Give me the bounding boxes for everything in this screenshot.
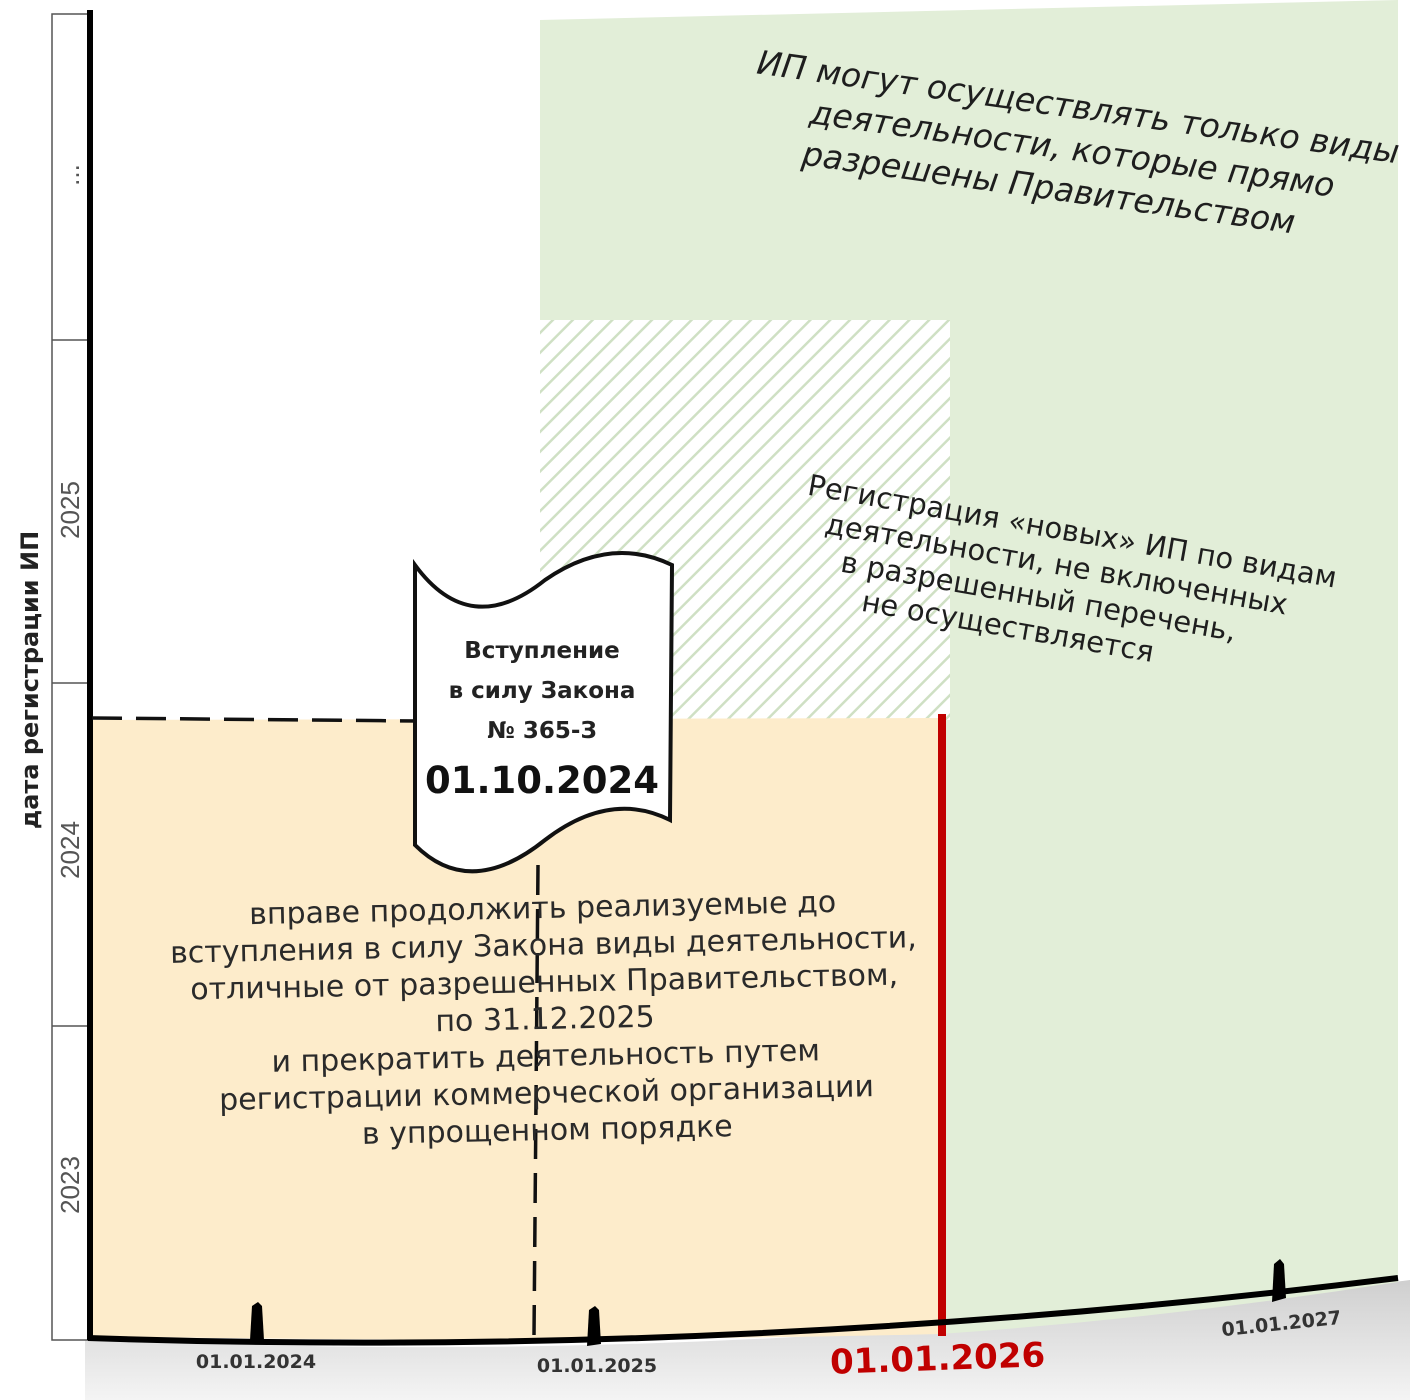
y-tick-2023: 2023 [55, 1156, 85, 1214]
law-scroll: Вступление в силу Закона № 365-З 01.10.2… [413, 551, 675, 874]
yellow-line-7: в упрощенном порядке [362, 1109, 733, 1152]
yellow-zone [90, 718, 940, 1340]
scroll-shape [413, 551, 675, 874]
bottom-shadow [85, 1280, 1410, 1400]
y-tick-2024: 2024 [55, 821, 85, 879]
x-label-2024: 01.01.2024 [196, 1351, 316, 1373]
dashed-vertical [532, 864, 540, 1337]
x-tick-2025 [587, 1306, 601, 1346]
scroll-line-1: Вступление [464, 638, 619, 664]
scroll-date: 01.10.2024 [425, 759, 659, 802]
x-tick-2024 [250, 1302, 264, 1340]
dashed-horizontal [91, 716, 421, 723]
x-axis-line [87, 1275, 1399, 1346]
yellow-line-4: по 31.12.2025 [435, 1000, 655, 1040]
x-tick-2027 [1272, 1259, 1286, 1302]
scroll-line-3: № 365-З [487, 718, 597, 744]
x-label-2025: 01.01.2025 [537, 1355, 657, 1377]
scroll-line-2: в силу Закона [449, 678, 636, 704]
y-axis-title: дата регистрации ИП [16, 531, 44, 829]
x-label-2026: 01.01.2026 [829, 1335, 1045, 1382]
y-tick-2025: 2025 [55, 481, 85, 539]
registration-note: Регистрация «новых» ИП по видам деятельн… [805, 468, 1339, 669]
y-tick-ellipsis: ... [55, 164, 85, 186]
y-axis-column [51, 13, 89, 1341]
green-zone [540, 0, 1398, 1334]
